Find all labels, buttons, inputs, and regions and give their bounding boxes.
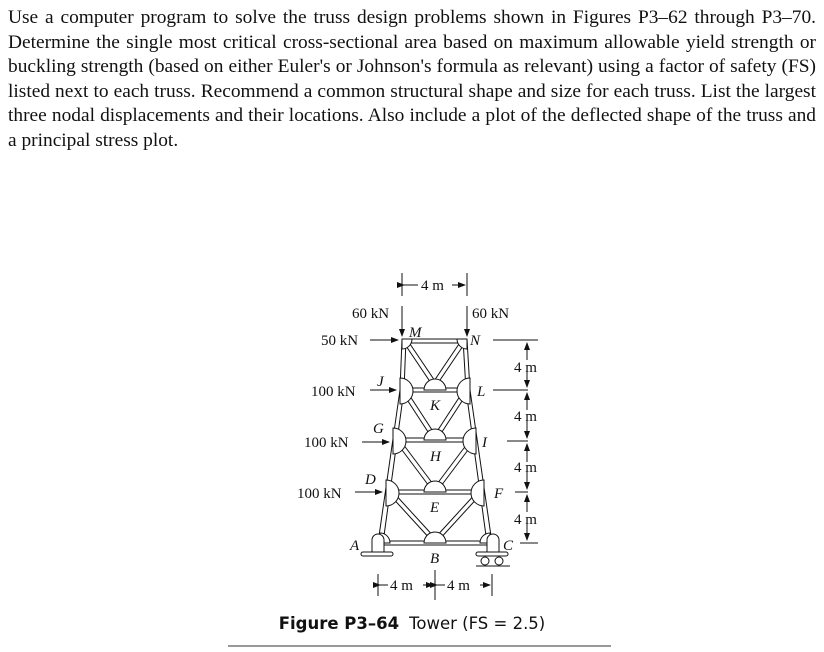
load-G-horizontal: 100 kN (304, 435, 349, 451)
dim-top-width: 4 m (421, 278, 444, 294)
load-M-down: 60 kN (352, 306, 389, 322)
caption-rule (228, 645, 611, 647)
node-label-C: C (503, 538, 514, 554)
node-label-H: H (429, 449, 442, 465)
pin-support-A (360, 533, 394, 557)
load-arrows (355, 306, 470, 495)
node-label-F: F (493, 486, 504, 502)
node-label-L: L (476, 384, 485, 400)
load-N-down: 60 kN (472, 306, 509, 322)
node-label-A: A (349, 538, 360, 554)
node-labels: M N J K L G H I D E F A B C (349, 325, 514, 567)
node-label-K: K (429, 398, 441, 414)
load-D-horizontal: 100 kN (297, 486, 342, 502)
figure-caption: Figure P3–64 Tower (FS = 2.5) (0, 614, 824, 633)
node-label-J: J (377, 374, 385, 390)
dimension-lines (373, 273, 538, 600)
dim-base-right: 4 m (447, 578, 470, 594)
load-J-horizontal: 100 kN (311, 384, 356, 400)
figure-caption-text: Tower (FS = 2.5) (409, 614, 546, 633)
roller-support-C (475, 533, 510, 567)
figure-number: Figure P3–64 (278, 614, 400, 633)
node-label-G: G (373, 421, 384, 437)
dim-panel-1: 4 m (514, 360, 537, 376)
dim-panel-4: 4 m (514, 512, 537, 528)
node-label-M: M (408, 325, 423, 341)
gusset-plates (379, 338, 491, 544)
load-M-horizontal: 50 kN (321, 333, 358, 349)
node-label-I: I (481, 435, 488, 451)
problem-statement: Use a computer program to solve the trus… (8, 7, 816, 151)
node-label-D: D (364, 472, 376, 488)
dim-panel-3: 4 m (514, 460, 537, 476)
node-label-E: E (429, 500, 439, 516)
dim-base-left: 4 m (390, 578, 413, 594)
dim-panel-2: 4 m (514, 409, 537, 425)
node-label-B: B (430, 551, 439, 567)
node-label-N: N (469, 333, 481, 349)
